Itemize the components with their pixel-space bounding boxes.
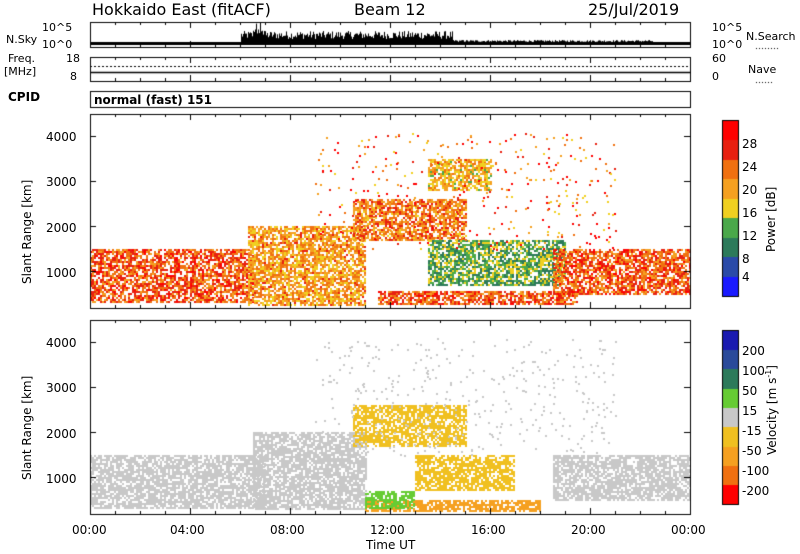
nsky-tick-bottom: 10^0: [42, 38, 73, 51]
xtick-2000: 20:00: [571, 523, 606, 537]
xtick-0800: 08:00: [270, 523, 305, 537]
velocity-ytick-4000: 4000: [46, 336, 77, 350]
vel-cbar-tick-neg50: -50: [742, 444, 762, 458]
power-cbar-tick-8: 8: [742, 252, 750, 266]
power-cbar-tick-4: 4: [742, 270, 750, 284]
vel-cbar-tick-50: 50: [742, 384, 758, 398]
power-ytick-4000: 4000: [46, 130, 77, 144]
nsearch-tick-top: 10^5: [712, 21, 743, 34]
nsearch-label: N.Search: [746, 30, 796, 43]
velocity-panel-ylabel: Slant Range [km]: [20, 375, 34, 480]
xtick-0000-start: 00:00: [72, 523, 107, 537]
nsearch-tick-bottom: 10^0: [712, 38, 743, 51]
xtick-1200: 12:00: [370, 523, 405, 537]
velocity-ytick-2000: 2000: [46, 427, 77, 441]
vel-cbar-tick-neg200: -200: [742, 484, 770, 498]
cpid-label: CPID: [8, 90, 41, 104]
nave-tick-top: 60: [712, 52, 726, 65]
power-cbar-tick-28: 28: [742, 137, 758, 151]
velocity-cbar-title: Velocity [m s-1]: [764, 365, 779, 455]
vel-cbar-tick-15: 15: [742, 404, 758, 418]
power-ytick-3000: 3000: [46, 175, 77, 189]
vel-cbar-tick-neg15: -15: [742, 424, 762, 438]
vel-cbar-tick-200: 200: [742, 344, 765, 358]
xtick-0000-end: 00:00: [671, 523, 706, 537]
power-cbar-tick-20: 20: [742, 183, 758, 197]
power-cbar-title: Power [dB]: [764, 186, 778, 252]
date-label: 25/Jul/2019: [588, 0, 680, 19]
power-ytick-2000: 2000: [46, 221, 77, 235]
power-cbar-tick-12: 12: [742, 229, 758, 243]
nave-tick-bottom: 0: [712, 70, 719, 83]
velocity-ytick-1000: 1000: [46, 472, 77, 486]
xaxis-title: Time UT: [366, 538, 416, 552]
xtick-1600: 16:00: [471, 523, 506, 537]
nsky-label: N.Sky: [6, 33, 38, 46]
vel-cbar-tick-neg100: -100: [742, 464, 770, 478]
nave-label: Nave: [748, 63, 777, 76]
station-title: Hokkaido East (fitACF): [92, 0, 271, 19]
vel-cbar-tick-100: 100: [742, 364, 765, 378]
power-cbar-tick-24: 24: [742, 160, 758, 174]
nsky-tick-top: 10^5: [42, 21, 73, 34]
beam-label: Beam 12: [354, 0, 426, 19]
freq-tick-top: 18: [66, 52, 80, 65]
cpid-value: normal (fast) 151: [94, 93, 212, 107]
freq-unit-label: [MHz]: [4, 65, 37, 78]
xtick-0400: 04:00: [170, 523, 205, 537]
freq-tick-bottom: 8: [70, 70, 77, 83]
velocity-ytick-3000: 3000: [46, 381, 77, 395]
freq-label: Freq.: [8, 52, 36, 65]
power-cbar-tick-16: 16: [742, 206, 758, 220]
power-ytick-1000: 1000: [46, 266, 77, 280]
power-panel-ylabel: Slant Range [km]: [20, 179, 34, 284]
